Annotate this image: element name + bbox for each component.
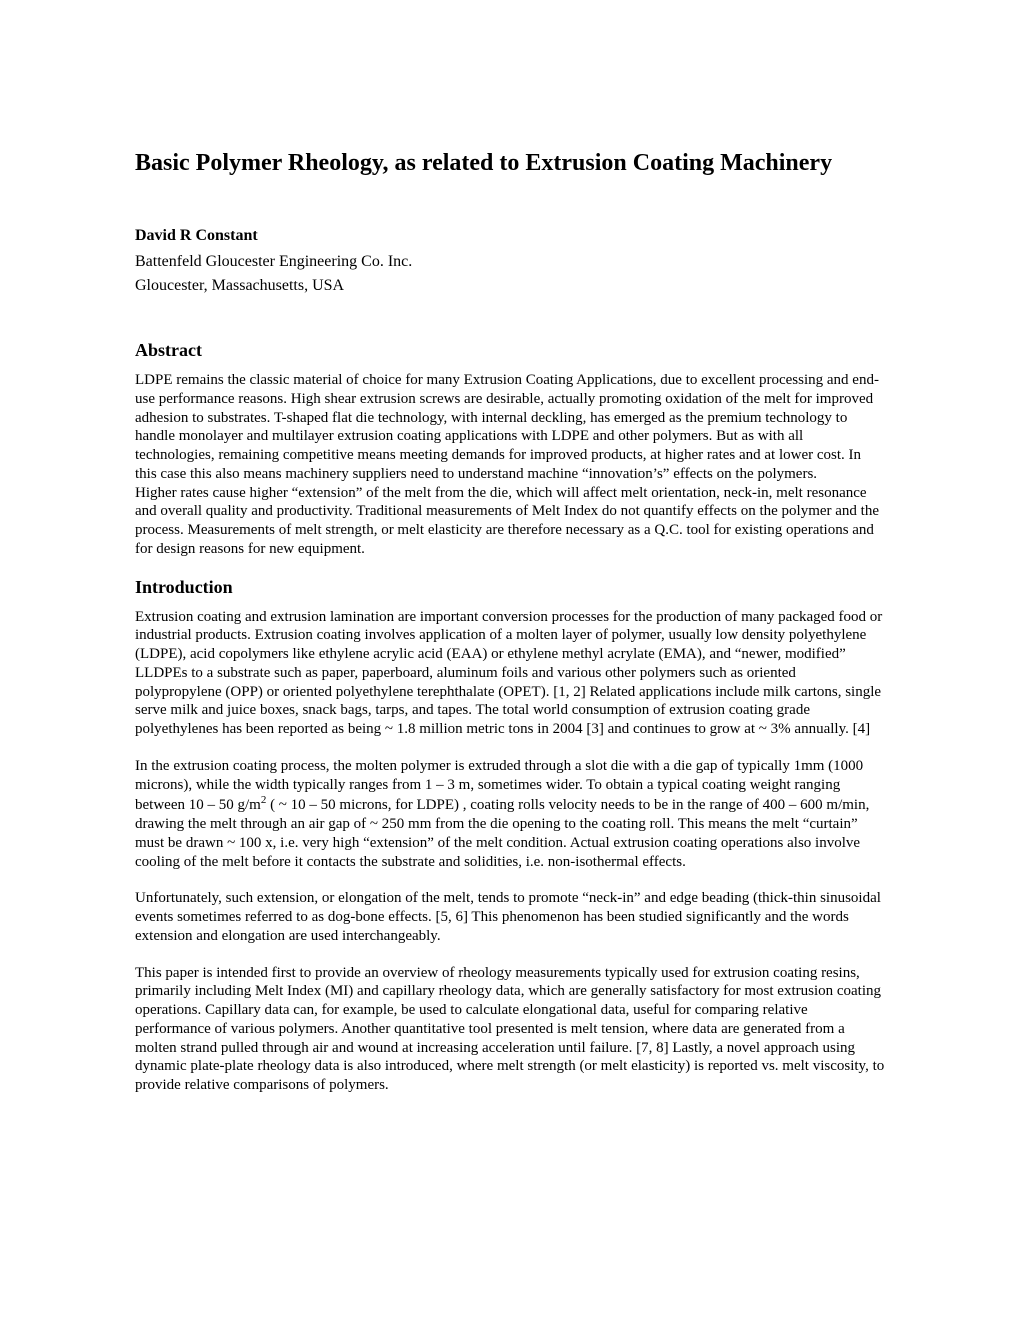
intro-paragraph-1: Extrusion coating and extrusion laminati… [135, 608, 885, 739]
author-location: Gloucester, Massachusetts, USA [135, 277, 885, 295]
intro-paragraph-4: This paper is intended first to provide … [135, 964, 885, 1095]
author-affiliation: Battenfeld Gloucester Engineering Co. In… [135, 253, 885, 271]
abstract-block: LDPE remains the classic material of cho… [135, 371, 885, 559]
intro-paragraph-3: Unfortunately, such extension, or elonga… [135, 889, 885, 945]
abstract-paragraph-2: Higher rates cause higher “extension” of… [135, 484, 885, 559]
intro-paragraph-2: In the extrusion coating process, the mo… [135, 757, 885, 872]
abstract-paragraph-1: LDPE remains the classic material of cho… [135, 371, 885, 484]
introduction-heading: Introduction [135, 577, 885, 598]
paper-title: Basic Polymer Rheology, as related to Ex… [135, 150, 885, 177]
abstract-heading: Abstract [135, 340, 885, 361]
author-name: David R Constant [135, 227, 885, 245]
